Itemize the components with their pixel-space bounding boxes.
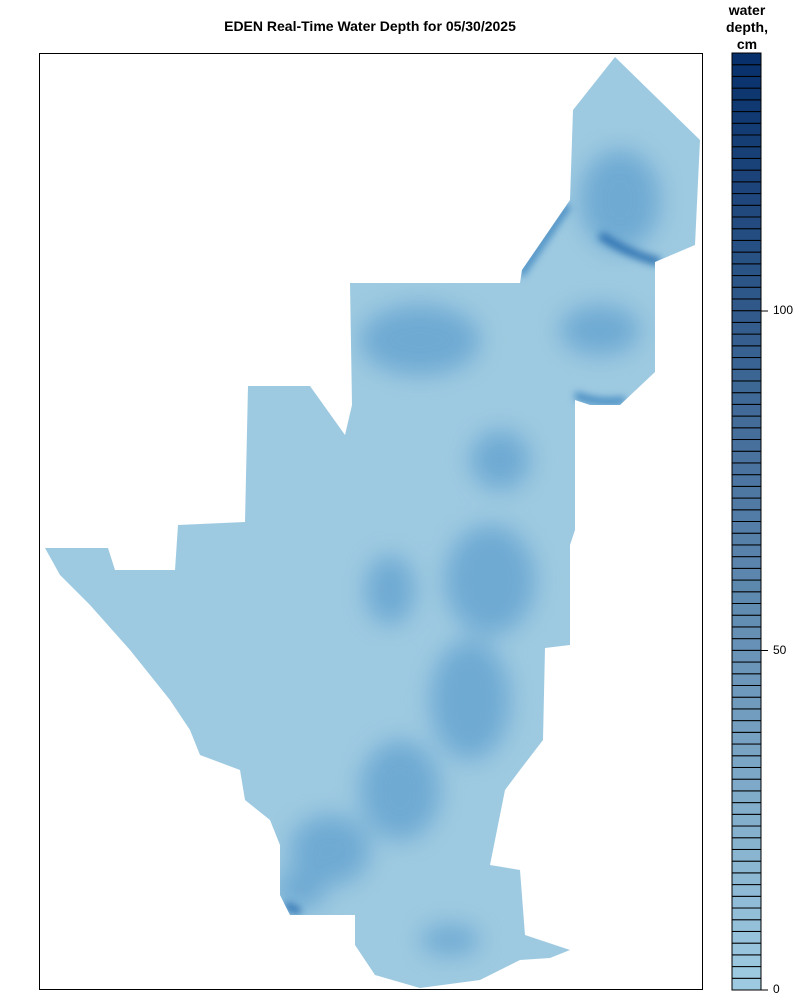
legend-color-band [731, 930, 762, 944]
legend-color-band [731, 544, 762, 558]
legend-color-band [731, 87, 762, 101]
legend-color-band [731, 907, 762, 921]
legend-tick-label: 50 [773, 642, 787, 657]
legend-color-band [731, 239, 762, 253]
legend-color-band [731, 64, 762, 77]
legend-color-band [731, 111, 762, 124]
legend-color-band [731, 837, 762, 850]
legend-color-band [731, 591, 762, 604]
legend-color-band [731, 403, 762, 417]
legend-color-band [731, 439, 762, 452]
legend-color-band [731, 333, 762, 347]
legend-color-band [731, 157, 762, 171]
legend-color-band [731, 251, 762, 265]
legend-color-band [731, 872, 762, 886]
legend-color-band [731, 755, 762, 768]
legend-color-band [731, 895, 762, 909]
legend-color-band [731, 848, 762, 862]
legend-color-band [731, 450, 762, 464]
legend-tick-label: 0 [773, 982, 780, 996]
legend-title-line: depth, [726, 19, 768, 35]
legend-color-band [731, 497, 762, 511]
legend-color-band [731, 52, 762, 66]
legend-color-band [731, 228, 762, 241]
legend-color-band [731, 380, 762, 394]
legend-color-band [731, 684, 762, 698]
legend-color-band [731, 556, 762, 569]
legend-color-band [731, 345, 762, 359]
map-frame [39, 53, 703, 990]
legend-color-band [731, 602, 762, 616]
legend-color-band [731, 310, 762, 323]
legend-color-band [731, 720, 762, 733]
legend-color-band [731, 485, 762, 499]
legend-color-band [731, 122, 762, 136]
legend-color-band [731, 860, 762, 874]
legend-color-band [731, 708, 762, 722]
legend-color-band [731, 825, 762, 839]
legend-color-band [731, 99, 762, 113]
legend-color-band [731, 977, 762, 991]
legend-color-band [731, 743, 762, 757]
legend-color-band [731, 263, 762, 277]
legend-color-band [731, 368, 762, 382]
map-title: EDEN Real-Time Water Depth for 05/30/202… [224, 18, 516, 34]
legend-color-band [731, 275, 762, 288]
legend-color-band [731, 216, 762, 230]
legend-title-line: cm [736, 36, 758, 52]
legend-color-band [731, 626, 762, 640]
legend-color-band [731, 181, 762, 195]
legend-color-band [731, 509, 762, 523]
legend-color-band [731, 638, 762, 651]
legend-color-band [731, 966, 762, 979]
legend-color-band [731, 778, 762, 792]
legend-title: water depth, cm [715, 2, 779, 53]
legend-color-band [731, 567, 762, 581]
legend-color-band [731, 731, 762, 745]
legend-color-band [731, 942, 762, 956]
legend-color-band [731, 954, 762, 968]
legend-color-band [731, 321, 762, 335]
legend-color-band [731, 427, 762, 441]
legend-color-band [731, 474, 762, 487]
legend-color-band [731, 193, 762, 206]
legend-color-band [731, 661, 762, 675]
legend-color-band [731, 696, 762, 710]
legend-color-band [731, 532, 762, 546]
legend-color-band [731, 673, 762, 686]
legend-color-band [731, 919, 762, 932]
legend-color-band [731, 286, 762, 300]
legend-color-band [731, 75, 762, 89]
legend-color-band [731, 802, 762, 815]
legend-color-band [731, 462, 762, 476]
legend-color-band [731, 392, 762, 405]
legend-color-band [731, 579, 762, 593]
legend-color-band [731, 790, 762, 804]
legend-title-line: water [728, 2, 766, 18]
legend-color-band [731, 204, 762, 218]
legend-color-band [731, 766, 762, 780]
legend-color-band [731, 813, 762, 827]
legend-color-band [731, 884, 762, 897]
legend-color-band [731, 521, 762, 534]
legend-color-band [731, 415, 762, 429]
legend-color-band [731, 134, 762, 148]
legend-color-band [731, 649, 762, 663]
legend-color-band [731, 169, 762, 183]
legend-color-band [731, 146, 762, 159]
legend-color-band [731, 614, 762, 628]
legend-color-band [731, 357, 762, 370]
legend-tick-label: 100 [773, 303, 794, 317]
legend-color-band [731, 298, 762, 312]
